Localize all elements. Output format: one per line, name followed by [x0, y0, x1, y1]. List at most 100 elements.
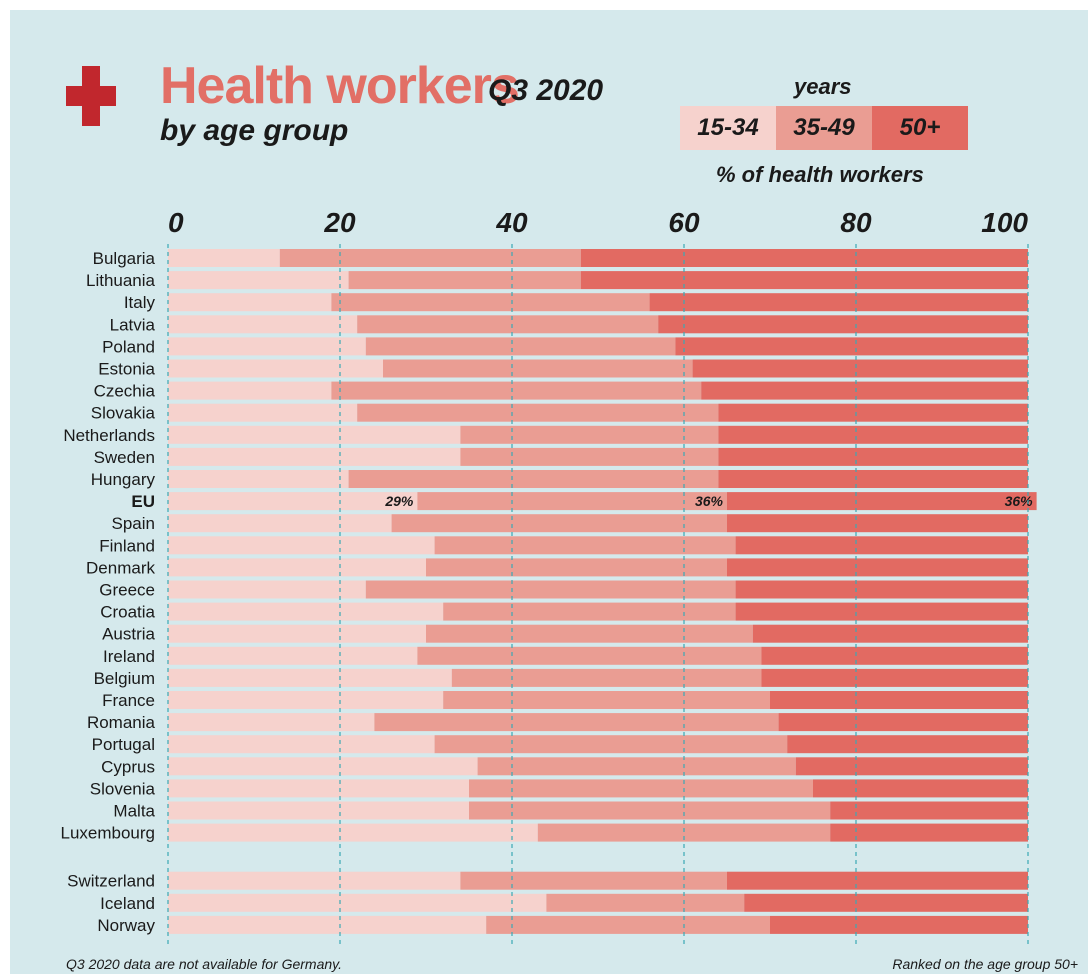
bar-segment-50-plus [761, 646, 1028, 665]
category-label: Norway [97, 916, 155, 935]
bar-segment-35-49 [469, 801, 831, 820]
data-label: 29% [384, 493, 414, 509]
bar-segment-15-34 [168, 381, 332, 400]
bar-segment-15-34 [168, 713, 375, 732]
category-label: Estonia [98, 360, 155, 379]
bar-segment-35-49 [383, 359, 693, 378]
category-label: Croatia [100, 603, 155, 622]
category-label: Lithuania [86, 271, 156, 290]
bar-segment-35-49 [331, 381, 702, 400]
bar-segment-50-plus [727, 514, 1028, 533]
bar-segment-35-49 [331, 293, 650, 312]
bar-segment-15-34 [168, 779, 469, 798]
bar-segment-15-34 [168, 801, 469, 820]
bar-segment-35-49 [434, 735, 788, 754]
category-label: Czechia [94, 382, 156, 401]
bar-segment-35-49 [426, 558, 727, 577]
category-label: Spain [112, 514, 155, 533]
x-tick-label: 100 [981, 207, 1028, 238]
bar-segment-35-49 [348, 470, 719, 488]
bar-segment-15-34 [168, 915, 487, 934]
bar-segment-35-49 [460, 425, 719, 444]
chart-subtitle: by age group [160, 114, 349, 147]
bar-segment-50-plus [718, 425, 1028, 444]
category-label: Ireland [103, 647, 155, 666]
category-label: France [102, 691, 155, 710]
bar-segment-15-34 [168, 337, 366, 356]
bar-segment-15-34 [168, 602, 444, 621]
bar-segment-50-plus [718, 447, 1028, 466]
category-label: Italy [124, 293, 156, 312]
bar-segment-35-49 [546, 893, 745, 912]
bar-segment-15-34 [168, 359, 383, 378]
bar-segment-35-49 [279, 249, 581, 267]
category-label: Netherlands [63, 426, 155, 445]
bar-segment-35-49 [357, 403, 719, 422]
data-label: 36% [695, 493, 724, 509]
bar-segment-50-plus [795, 757, 1028, 776]
category-label: Slovakia [91, 404, 156, 423]
bar-segment-15-34 [168, 757, 478, 776]
bar-segment-15-34 [168, 492, 418, 511]
bar-segment-15-34 [168, 536, 435, 555]
bar-segment-15-34 [168, 425, 461, 444]
x-tick-label: 80 [840, 207, 872, 238]
bar-segment-50-plus [830, 801, 1028, 820]
bar-segment-35-49 [417, 492, 727, 511]
bar-segment-50-plus [649, 293, 1028, 312]
bar-segment-50-plus [735, 536, 1028, 555]
bar-segment-35-49 [451, 668, 762, 687]
bar-segment-50-plus [701, 381, 1028, 400]
x-tick-label: 20 [323, 207, 356, 238]
category-label: Austria [102, 625, 155, 644]
chart-title: Health workers [160, 57, 520, 115]
category-label: Sweden [94, 448, 155, 467]
bar-segment-15-34 [168, 668, 452, 687]
bar-segment-35-49 [426, 624, 753, 643]
bar-segment-15-34 [168, 823, 538, 842]
category-label: Luxembourg [60, 824, 155, 843]
bar-segment-35-49 [443, 691, 770, 709]
x-tick-label: 60 [668, 207, 700, 238]
bar-segment-35-49 [460, 447, 719, 466]
bar-segment-35-49 [537, 823, 831, 842]
bar-segment-50-plus [770, 915, 1028, 934]
bar-segment-50-plus [727, 492, 1037, 511]
bar-segment-50-plus [770, 691, 1028, 709]
footnote-ranking: Ranked on the age group 50+ [892, 956, 1078, 972]
category-label: Malta [113, 802, 155, 821]
category-label: Portugal [92, 735, 155, 754]
bar-segment-15-34 [168, 871, 461, 890]
bar-segment-50-plus [718, 470, 1028, 488]
bar-segment-35-49 [374, 713, 779, 732]
legend-unit-label: % of health workers [716, 162, 924, 187]
bar-segment-15-34 [168, 646, 418, 665]
bar-segment-50-plus [727, 871, 1028, 890]
bar-segment-15-34 [168, 249, 280, 267]
bar-segment-50-plus [727, 558, 1028, 577]
category-label: Romania [87, 713, 156, 732]
bar-segment-15-34 [168, 403, 358, 422]
bar-segment-35-49 [365, 580, 736, 599]
legend-item-50-plus: 50+ [872, 106, 968, 150]
bar-segment-15-34 [168, 315, 358, 334]
bar-segment-50-plus [675, 337, 1028, 356]
bar-segment-35-49 [469, 779, 813, 798]
bar-segment-35-49 [460, 871, 727, 890]
bar-segment-50-plus [718, 403, 1028, 422]
bar-segment-35-49 [486, 915, 770, 934]
red-cross-icon [66, 66, 116, 126]
category-label: Slovenia [90, 779, 156, 798]
bar-segment-15-34 [168, 558, 426, 577]
bar-segment-50-plus [735, 580, 1028, 599]
bar-segment-15-34 [168, 293, 332, 312]
bar-segment-50-plus [778, 713, 1028, 732]
bar-segment-50-plus [752, 624, 1028, 643]
bar-segment-50-plus [580, 271, 1028, 290]
bar-segment-35-49 [477, 757, 796, 776]
bar-segment-35-49 [391, 514, 727, 533]
category-label: Latvia [110, 315, 156, 334]
bar-segment-15-34 [168, 580, 366, 599]
bar-segment-15-34 [168, 271, 349, 290]
